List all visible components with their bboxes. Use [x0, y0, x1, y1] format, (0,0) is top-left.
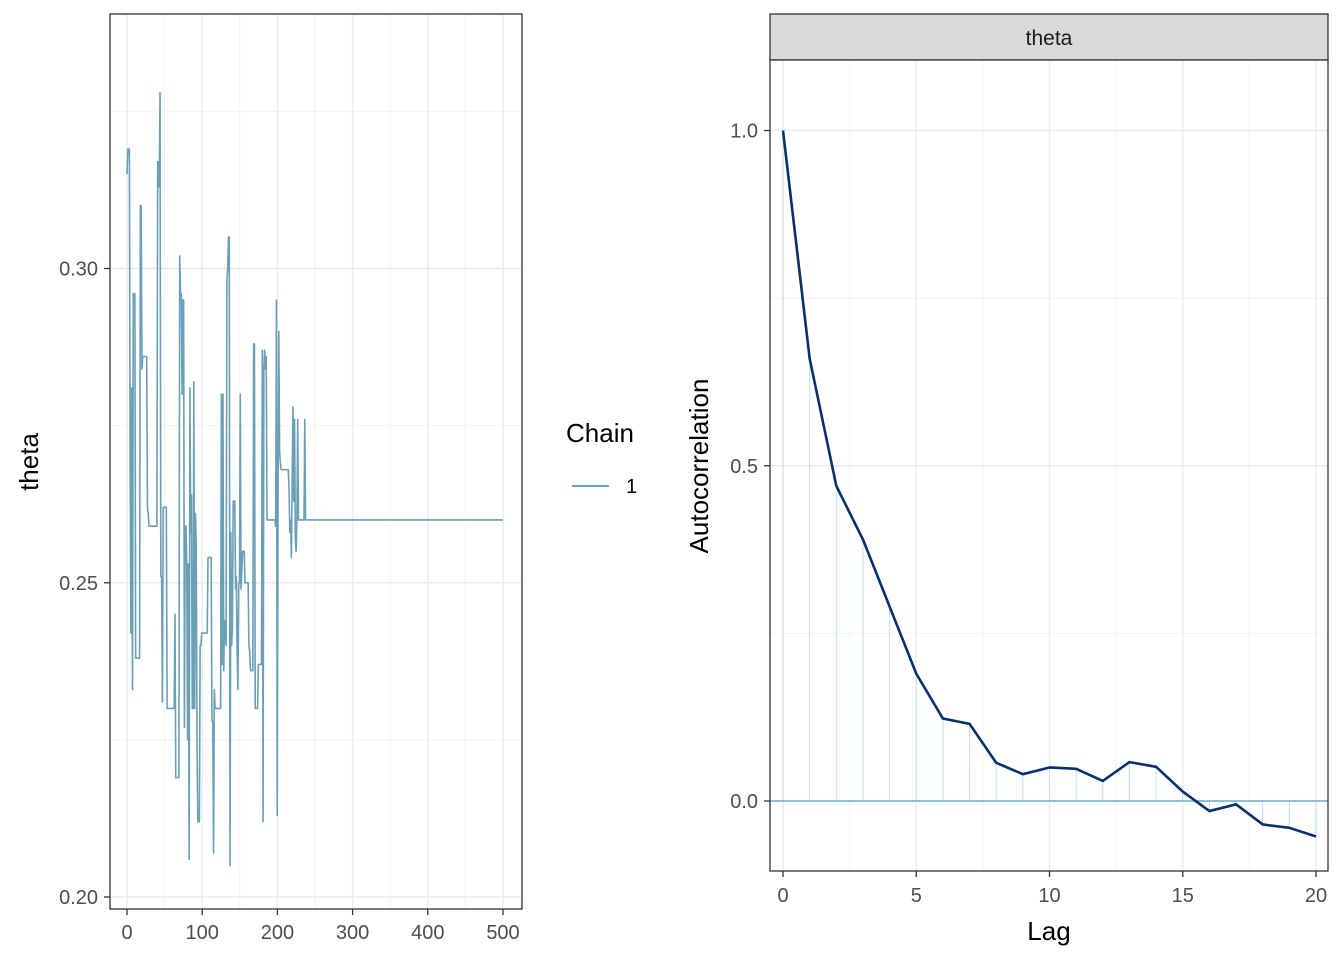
trace-x-tick-label: 400: [411, 922, 444, 944]
trace-plot-x-axis: 0 100 200 300 400 500: [121, 909, 520, 944]
acf-x-tick-label: 5: [911, 885, 922, 907]
acf-y-tick-label: 0.0: [730, 791, 758, 813]
trace-plot-background: [110, 14, 522, 909]
trace-plot-y-axis: 0.20 0.25 0.30: [59, 259, 110, 909]
autocorrelation-plot-panel: theta 0 5 10 15 20 0.0 0.5 1.0 Lag Autocorrela…: [684, 13, 1329, 946]
trace-x-tick-label: 100: [186, 922, 219, 944]
autocorrelation-plot-lag-bars: [770, 130, 1328, 837]
trace-plot-panel: 0 100 200 300 400 500 0.20 0.25 0.30 theta: [14, 13, 523, 944]
autocorrelation-plot-series: [781, 130, 1317, 838]
acf-x-tick-label: 20: [1305, 885, 1327, 907]
acf-x-tick-label: 15: [1172, 885, 1194, 907]
autocorrelation-plot-x-axis-title: Lag: [1027, 916, 1070, 946]
trace-x-tick-label: 0: [121, 922, 132, 944]
acf-y-tick-label: 1.0: [730, 121, 758, 143]
acf-x-tick-label: 10: [1038, 885, 1060, 907]
legend-title: Chain: [566, 418, 634, 448]
acf-y-tick-label: 0.5: [730, 456, 758, 478]
legend-label-chain-1: 1: [626, 476, 637, 498]
legend: Chain 1: [566, 418, 637, 498]
trace-x-tick-label: 200: [261, 922, 294, 944]
facet-strip-label: theta: [1026, 27, 1073, 50]
trace-series-chain-1: [126, 91, 504, 867]
trace-plot-border: [109, 13, 523, 910]
autocorrelation-plot-x-axis: 0 5 10 15 20: [777, 871, 1327, 907]
trace-x-tick-label: 300: [336, 922, 369, 944]
trace-y-tick-label: 0.25: [59, 573, 98, 595]
trace-plot-series: [126, 91, 504, 867]
trace-x-tick-label: 500: [486, 922, 519, 944]
trace-y-tick-label: 0.30: [59, 259, 98, 281]
acf-series-line: [781, 130, 1317, 838]
trace-y-tick-label: 0.20: [59, 887, 98, 909]
autocorrelation-plot-y-axis: 0.0 0.5 1.0: [730, 121, 770, 813]
autocorrelation-plot-y-axis-title: Autocorrelation: [684, 379, 714, 554]
acf-x-tick-label: 0: [777, 885, 788, 907]
trace-plot-y-axis-title: theta: [14, 433, 44, 491]
facet-strip: [769, 13, 1329, 61]
